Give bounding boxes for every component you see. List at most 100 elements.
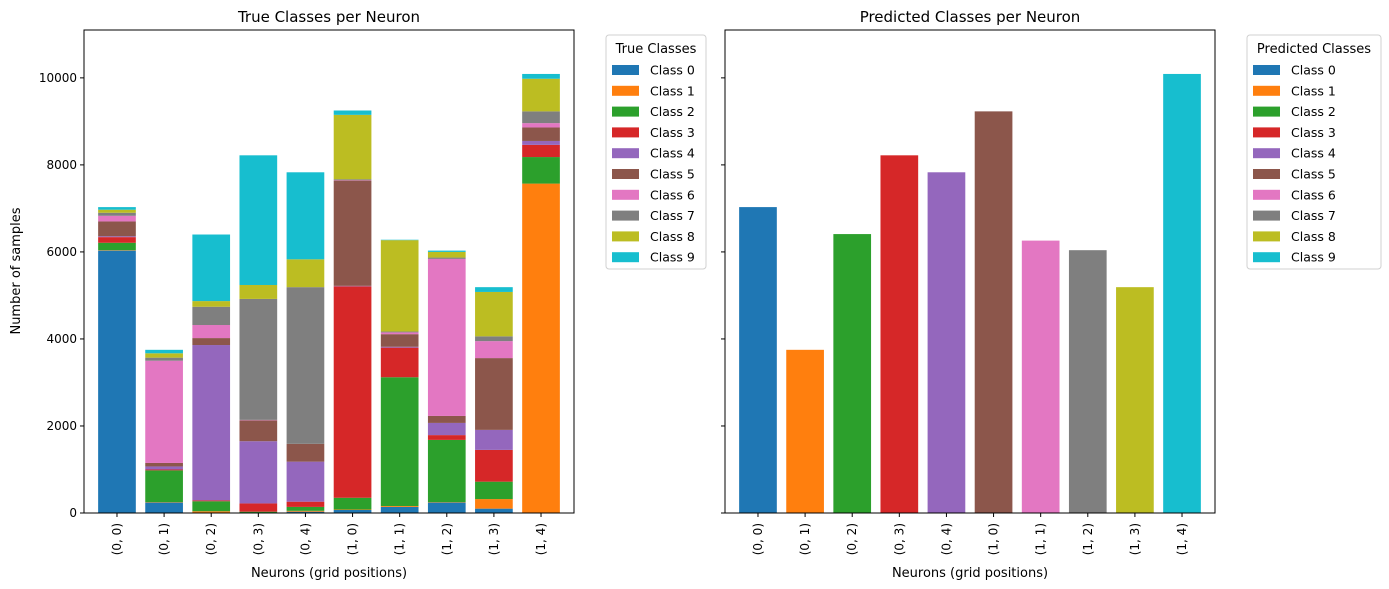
y-tick-label: 6000 (46, 245, 77, 259)
bar-segment-class-9 (239, 155, 278, 285)
bar-class-6 (1021, 240, 1060, 513)
bar-segment-class-9 (427, 250, 466, 252)
legend-label: Class 3 (650, 125, 695, 140)
bar-segment-class-5 (427, 415, 466, 423)
x-axis-label: Neurons (grid positions) (892, 566, 1048, 581)
legend-swatch (1253, 127, 1280, 138)
legend-label: Class 1 (650, 83, 695, 98)
legend-label: Class 4 (1291, 146, 1336, 161)
x-tick-label: (1, 4) (1175, 523, 1189, 555)
legend-label: Class 1 (1291, 83, 1336, 98)
bar-class-5 (974, 111, 1013, 513)
bar-class-7 (1068, 250, 1107, 513)
bar-segment-class-4 (239, 441, 278, 504)
bar-class-1 (786, 349, 824, 513)
legend-swatch (612, 210, 639, 221)
legend-swatch (1253, 169, 1280, 179)
bar-segment-class-6 (522, 123, 560, 128)
bar-segment-class-2 (333, 497, 372, 510)
bar-segment-class-9 (333, 110, 372, 115)
bar-segment-class-4 (98, 236, 136, 238)
legend-swatch (1253, 252, 1280, 263)
bar-class-9 (1163, 73, 1201, 514)
legend-label: Class 5 (650, 167, 695, 182)
chart-title: True Classes per Neuron (237, 8, 420, 26)
legend-swatch (1253, 189, 1280, 200)
bar-segment-class-9 (286, 172, 325, 260)
x-tick-label: (1, 4) (534, 523, 548, 555)
legend-swatch (612, 65, 639, 75)
legend: Predicted Classes Class 0 Class 1 Class 2 C… (1246, 34, 1382, 270)
bar-segment-class-4 (145, 466, 183, 470)
legend-swatch (612, 252, 639, 263)
bar-segment-class-9 (192, 234, 231, 302)
y-tick-label: 2000 (46, 419, 77, 433)
bar-segment-class-0 (98, 250, 136, 513)
bar-segment-class-5 (239, 420, 278, 442)
bar-segment-class-9 (98, 207, 136, 210)
bar-segment-class-4 (192, 345, 231, 501)
x-tick-label: (0, 1) (157, 523, 171, 555)
bar-segment-class-2 (192, 501, 231, 512)
legend-label: Class 8 (650, 229, 695, 244)
plot-frame (724, 29, 1216, 514)
bar-segment-class-2 (380, 377, 419, 507)
legend-label: Class 5 (1291, 167, 1336, 182)
bar-segment-class-5 (475, 358, 513, 430)
bar-segment-class-3 (427, 435, 466, 440)
bar-class-0 (739, 207, 777, 513)
bar-segment-class-8 (427, 251, 466, 258)
legend-label: Class 9 (650, 250, 695, 265)
bar-segment-class-2 (475, 481, 513, 500)
x-tick-label: (0, 2) (204, 523, 218, 555)
bar-segment-class-3 (380, 347, 419, 378)
x-tick-label: (1, 3) (1128, 523, 1142, 555)
bar-segment-class-2 (427, 439, 466, 503)
x-tick-label: (1, 2) (1081, 523, 1095, 555)
bar-segment-class-1 (286, 510, 325, 512)
bar-segment-class-4 (286, 461, 325, 502)
legend-label: Class 2 (650, 104, 695, 119)
x-tick-label: (0, 1) (798, 523, 812, 555)
y-axis-label: Number of samples (9, 207, 24, 334)
bar-segment-class-6 (475, 341, 513, 359)
bar-class-3 (880, 155, 919, 514)
bar-segment-class-8 (145, 353, 183, 358)
legend-label: Class 7 (650, 208, 695, 223)
bar-segment-class-0 (286, 511, 325, 513)
y-tick-label: 0 (69, 506, 77, 520)
bar-segment-class-1 (522, 183, 560, 513)
bar-segment-class-4 (427, 422, 466, 436)
x-tick-label: (0, 3) (251, 523, 265, 555)
legend-swatch (1253, 210, 1280, 221)
bar-segment-class-1 (475, 499, 513, 509)
legend-label: Class 6 (1291, 187, 1336, 202)
legend-label: Class 2 (1291, 104, 1336, 119)
bar-segment-class-7 (333, 179, 372, 181)
bar-segment-class-3 (522, 144, 560, 158)
bar-segment-class-8 (380, 240, 419, 332)
legend-swatch (1253, 106, 1280, 117)
x-tick-label: (0, 4) (298, 523, 312, 555)
bar-segment-class-5 (286, 443, 325, 462)
x-tick-label: (1, 3) (487, 523, 501, 555)
x-tick-label: (1, 0) (987, 523, 1001, 555)
bar-class-2 (833, 234, 872, 514)
bar-segment-class-0 (427, 502, 466, 513)
bar-segment-class-6 (98, 215, 136, 222)
legend-label: Class 3 (1291, 125, 1336, 140)
bar-segment-class-9 (475, 287, 513, 292)
x-tick-label: (1, 1) (1034, 523, 1048, 555)
legend: True Classes Class 0 Class 1 Class 2 Class … (605, 34, 707, 270)
bar-segment-class-7 (239, 298, 278, 420)
legend-title: True Classes (615, 42, 697, 57)
predicted-classes-chart: Predicted Classes per Neuron Neurons (gr… (721, 8, 1382, 581)
x-tick-label: (1, 2) (440, 523, 454, 555)
legend-title: Predicted Classes (1257, 42, 1371, 57)
legend-swatch (612, 231, 639, 242)
bar-segment-class-0 (333, 509, 372, 513)
bar-segment-class-4 (475, 429, 513, 450)
x-tick-label: (0, 2) (845, 523, 859, 555)
bar-segment-class-7 (475, 336, 513, 342)
